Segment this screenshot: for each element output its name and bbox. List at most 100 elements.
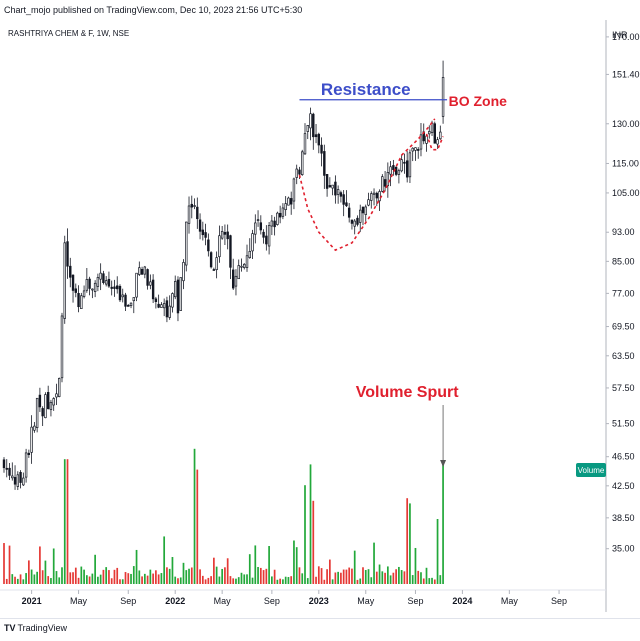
volume-bar — [179, 577, 182, 584]
candle-body — [129, 302, 133, 306]
volume-bar — [36, 571, 38, 584]
volume-bar — [364, 570, 367, 584]
volume-bar — [290, 576, 293, 584]
volume-bar — [99, 574, 102, 584]
volume-bar — [25, 573, 27, 584]
candle-body — [262, 231, 265, 238]
candle-body — [140, 268, 144, 275]
volume-bar — [201, 575, 204, 584]
volume-bar — [105, 567, 108, 584]
candle-body — [273, 220, 276, 228]
price-tick-label: 42.50 — [612, 481, 635, 491]
volume-bar — [262, 570, 265, 584]
candle-body — [417, 149, 420, 151]
price-tick-label: 77.00 — [612, 288, 635, 298]
volume-bar — [124, 572, 127, 584]
candle-body — [127, 304, 130, 307]
candle-body — [41, 408, 44, 417]
candle-body — [157, 303, 160, 308]
volume-bar — [306, 578, 309, 584]
tradingview-logo-mark: TV — [4, 623, 16, 633]
volume-bar — [224, 567, 226, 584]
candle-body — [248, 251, 251, 258]
candle-body — [8, 467, 11, 476]
candle-body — [149, 281, 152, 286]
candle-body — [193, 205, 196, 207]
candle-body — [16, 474, 20, 487]
candle-body — [63, 242, 66, 319]
candle-body — [284, 203, 287, 211]
candle-body — [165, 300, 169, 318]
candle-body — [151, 279, 155, 300]
candle-body — [301, 151, 304, 176]
volume-bar — [52, 548, 55, 584]
candle-body — [237, 265, 240, 280]
volume-bar — [33, 574, 36, 584]
resistance-label: Resistance — [321, 80, 411, 99]
volume-bar — [386, 566, 389, 584]
candle-body — [118, 285, 122, 301]
candle-body — [292, 178, 296, 202]
volume-bar — [268, 546, 270, 584]
candle-body — [171, 293, 174, 308]
volume-bar — [91, 573, 94, 584]
candle-body — [234, 275, 238, 287]
candle-body — [408, 152, 412, 178]
candle-body — [55, 393, 58, 398]
volume-bar — [320, 568, 323, 584]
volume-bar — [246, 574, 248, 584]
time-tick-label: Sep — [551, 596, 567, 606]
candle-body — [392, 165, 395, 170]
cup-curve — [298, 118, 436, 252]
volume-bar — [141, 576, 143, 584]
candle-body — [44, 394, 47, 419]
time-tick-label: Sep — [264, 596, 280, 606]
candle-body — [24, 452, 28, 478]
candle-body — [256, 219, 260, 221]
currency-label: INR — [612, 30, 628, 40]
candle-body — [356, 217, 359, 225]
tradingview-logo[interactable]: TV TradingView — [4, 623, 67, 633]
price-tick-label: 85.00 — [612, 256, 635, 266]
candle-body — [251, 233, 254, 252]
volume-bar — [351, 568, 353, 584]
candle-body — [207, 239, 210, 252]
price-chart[interactable]: Resistance BO Zone Volume Spurt RASHTRIYA … — [0, 0, 640, 618]
volume-bar — [353, 550, 356, 584]
volume-bar — [94, 554, 96, 584]
volume-bar — [11, 574, 14, 584]
candle-body — [276, 212, 279, 225]
candle-body — [116, 285, 119, 290]
price-tick-label: 69.50 — [612, 322, 635, 332]
volume-bar — [50, 578, 52, 584]
candle-body — [220, 231, 224, 239]
price-tick-label: 130.00 — [612, 119, 640, 129]
volume-bar — [282, 579, 284, 584]
price-tick-label: 46.50 — [612, 452, 635, 462]
price-tick-label: 38.50 — [612, 513, 635, 523]
candle-body — [160, 304, 163, 308]
candle-body — [71, 274, 75, 291]
candle-body — [381, 176, 384, 192]
volume-bar — [317, 566, 320, 584]
candle-body — [104, 280, 108, 285]
candle-body — [5, 467, 8, 470]
volume-bar — [196, 469, 199, 584]
candle-body — [27, 452, 31, 456]
volume-bar — [163, 536, 166, 584]
volume-bar — [204, 579, 207, 584]
volume-bar — [381, 571, 384, 584]
volume-bar — [428, 578, 431, 584]
candle-body — [223, 232, 227, 235]
volume-bar — [367, 569, 370, 584]
candle-body — [389, 166, 392, 175]
volume-bar — [384, 572, 386, 584]
candle-body — [226, 231, 229, 240]
time-tick-label: May — [357, 596, 375, 606]
candle-body — [370, 193, 373, 201]
candle-body — [196, 206, 199, 220]
candle-body — [439, 131, 442, 140]
volume-bar — [218, 576, 221, 584]
volume-bar — [138, 570, 141, 584]
candle-body — [397, 170, 401, 175]
